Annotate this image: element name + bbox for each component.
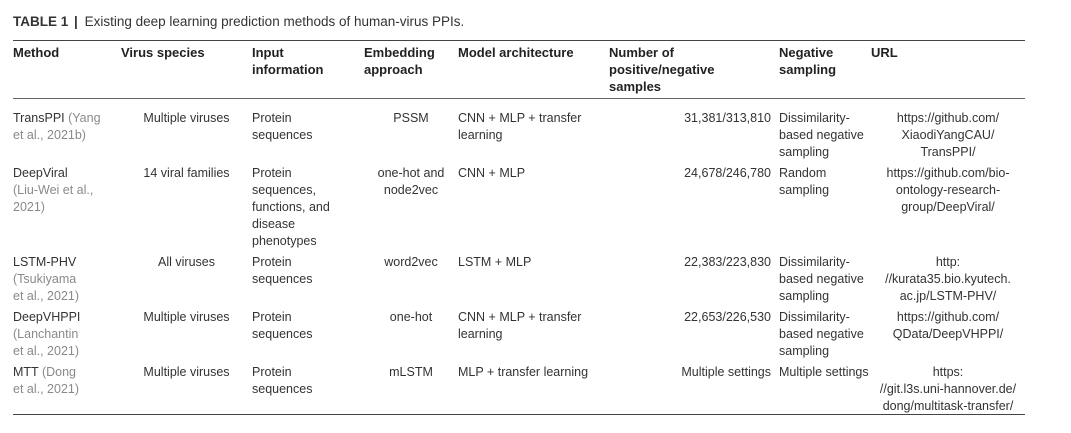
cell-sample-count: Multiple settings [681,365,771,379]
method-name: MTT [13,365,39,379]
header-model-architecture: Model architecture [458,45,574,60]
header-number-of-samples: Number of positive/negative samples [609,45,715,94]
table-top-rule [13,40,1025,41]
cell-virus-species: Multiple viruses [143,111,230,125]
cell-url: http: //kurata35.bio.kyutech. ac.jp/LSTM… [885,255,1011,303]
cell-method: MTT (Dong et al., 2021) [13,364,121,419]
cell-input-information: Protein sequences [252,111,313,142]
table-row: DeepVHPPI (Lanchantin et al., 2021) Multi… [13,309,1025,364]
cell-virus-species: Multiple viruses [143,365,230,379]
method-citation: (Lanchantin et al., 2021) [13,327,80,358]
cell-negative-sampling: Multiple settings [779,365,869,379]
cell-method: TransPPI (Yang et al., 2021b) [13,95,121,165]
table-body: TransPPI (Yang et al., 2021b) Multiple vi… [13,95,1025,419]
header-rule [13,98,1025,99]
cell-model-architecture: LSTM + MLP [458,255,532,269]
cell-url: https://github.com/ QData/DeepVHPPI/ [892,310,1004,341]
method-citation: (Dong et al., 2021) [13,365,80,396]
table-bottom-rule [13,414,1025,415]
cell-model-architecture: MLP + transfer learning [458,365,589,379]
method-name: DeepVHPPI [13,310,81,324]
table-label: TABLE 1 [13,14,69,29]
method-name: LSTM-PHV [13,255,77,269]
cell-sample-count: 22,653/226,530 [684,310,771,324]
method-citation: (Yang et al., 2021b) [13,111,101,142]
cell-url: https://github.com/bio- ontology-researc… [886,166,1010,214]
caption-separator: | [74,14,78,29]
cell-model-architecture: CNN + MLP + transfer learning [458,111,582,142]
table-row: DeepViral (Liu-Wei et al., 2021) 14 viral… [13,165,1025,254]
cell-negative-sampling: Dissimilarity- based negative sampling [779,255,864,303]
cell-method: DeepViral (Liu-Wei et al., 2021) [13,165,121,254]
cell-input-information: Protein sequences [252,365,313,396]
header-embedding-approach: Embedding approach [364,45,435,77]
header-input-information: Input information [252,45,324,77]
cell-model-architecture: CNN + MLP [458,166,526,180]
cell-input-information: Protein sequences [252,255,313,286]
cell-sample-count: 31,381/313,810 [684,111,771,125]
cell-virus-species: All viruses [158,255,215,269]
caption-text: Existing deep learning prediction method… [84,14,465,29]
cell-url: https: //git.l3s.uni-hannover.de/ dong/m… [879,365,1017,413]
cell-virus-species: 14 viral families [143,166,230,180]
cell-sample-count: 22,383/223,830 [684,255,771,269]
cell-input-information: Protein sequences [252,310,313,341]
cell-embedding-approach: word2vec [384,255,438,269]
table-row: TransPPI (Yang et al., 2021b) Multiple vi… [13,95,1025,165]
cell-model-architecture: CNN + MLP + transfer learning [458,310,582,341]
header-negative-sampling: Negative sampling [779,45,837,77]
cell-negative-sampling: Dissimilarity- based negative sampling [779,111,864,159]
cell-embedding-approach: PSSM [393,111,429,125]
cell-embedding-approach: mLSTM [389,365,433,379]
cell-negative-sampling: Dissimilarity- based negative sampling [779,310,864,358]
method-citation: (Tsukiyama et al., 2021) [13,272,80,303]
header-row: Method Virus species Input information E… [13,44,1025,95]
header-virus-species: Virus species [121,45,205,60]
methods-table: Method Virus species Input information E… [13,44,1025,419]
cell-method: LSTM-PHV (Tsukiyama et al., 2021) [13,254,121,309]
cell-virus-species: Multiple viruses [143,310,230,324]
cell-sample-count: 24,678/246,780 [684,166,771,180]
cell-input-information: Protein sequences, functions, and diseas… [252,166,330,248]
cell-embedding-approach: one-hot [389,310,433,324]
header-url: URL [871,45,898,60]
cell-method: DeepVHPPI (Lanchantin et al., 2021) [13,309,121,364]
header-method: Method [13,45,60,60]
cell-negative-sampling: Random sampling [779,166,830,197]
table-row: LSTM-PHV (Tsukiyama et al., 2021) All vir… [13,254,1025,309]
method-name: DeepViral [13,166,68,180]
cell-url: https://github.com/ XiaodiYangCAU/ Trans… [896,111,1000,159]
method-citation: (Liu-Wei et al., 2021) [13,183,94,214]
cell-embedding-approach: one-hot and node2vec [377,166,445,197]
table-row: MTT (Dong et al., 2021) Multiple viruses P… [13,364,1025,419]
method-name: TransPPI [13,111,65,125]
table-caption: TABLE 1 | Existing deep learning predict… [13,14,464,29]
